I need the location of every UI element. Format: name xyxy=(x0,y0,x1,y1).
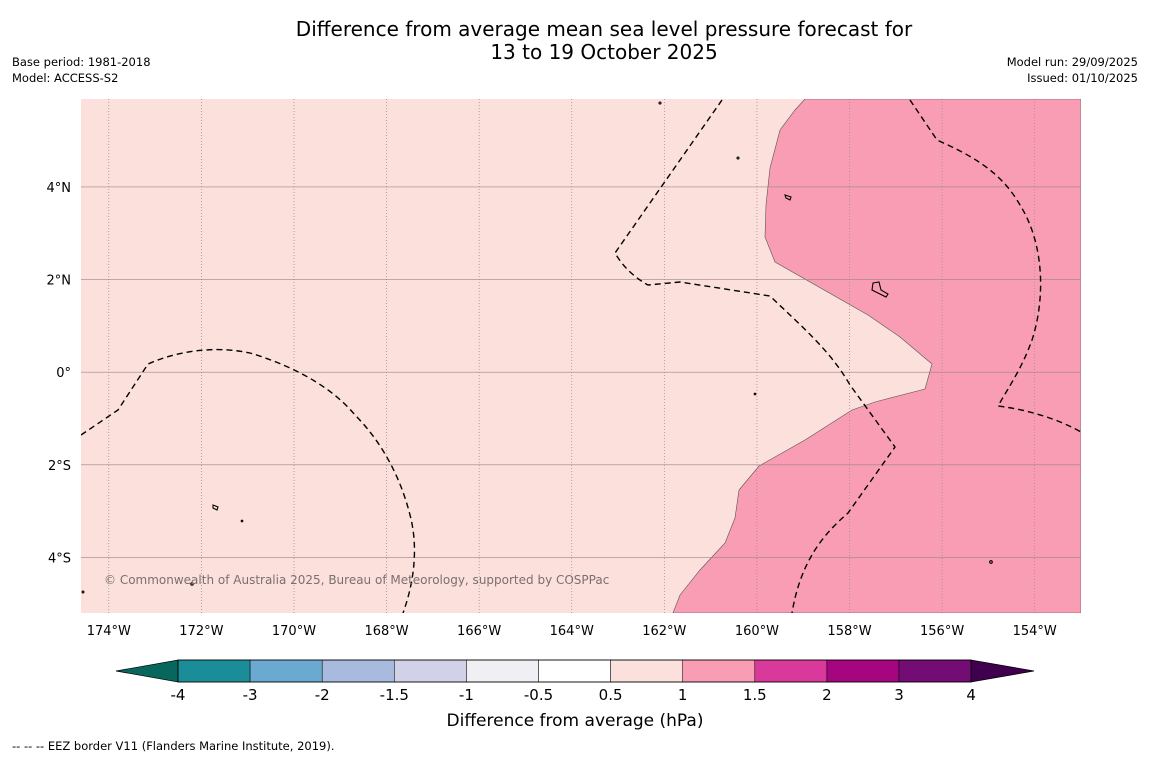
longitude-label: 174°W xyxy=(87,624,131,639)
longitude-label: 162°W xyxy=(642,624,686,639)
island-outline xyxy=(190,582,194,586)
colorbar-segment xyxy=(394,659,467,683)
eez-legend-footnote: -- -- -- EEZ border V11 (Flanders Marine… xyxy=(12,739,335,753)
latitude-label: 0° xyxy=(56,366,71,381)
longitude-label: 154°W xyxy=(1013,624,1057,639)
colorbar-tick-label: 2 xyxy=(822,686,832,704)
latitude-label: 4°N xyxy=(47,181,72,196)
eez-borders xyxy=(81,99,1081,613)
latitude-label: 4°S xyxy=(48,551,71,566)
colorbar-tick-label: -3 xyxy=(243,686,258,704)
longitude-label: 172°W xyxy=(179,624,223,639)
colorbar-segment xyxy=(826,659,900,683)
colorbar-tick-label: 1.5 xyxy=(743,686,767,704)
colorbar-tick-label: -2 xyxy=(315,686,330,704)
longitude-label: 160°W xyxy=(735,624,779,639)
colorbar-segment xyxy=(177,659,251,683)
longitude-label: 170°W xyxy=(272,624,316,639)
colorbar-tick-label: 3 xyxy=(894,686,904,704)
colorbar-segment xyxy=(466,659,539,683)
eez-border-central xyxy=(614,99,896,613)
colorbar: -4 -3 -2 -1.5 -1 -0.5 0.5 1 1.5 2 3 4 xyxy=(115,659,1035,704)
island-outline xyxy=(784,194,792,201)
metadata-left: Base period: 1981-2018 Model: ACCESS-S2 xyxy=(12,54,151,86)
colorbar-tick-label: -1.5 xyxy=(380,686,409,704)
island-outline xyxy=(240,519,244,523)
model-run-text: Model run: 29/09/2025 xyxy=(1006,55,1138,69)
longitude-label: 164°W xyxy=(550,624,594,639)
colorbar-segment xyxy=(754,659,828,683)
longitude-label: 156°W xyxy=(920,624,964,639)
latitude-label: 2°N xyxy=(47,274,72,289)
title-line-1: Difference from average mean sea level p… xyxy=(295,17,913,41)
map-plot-area: © Commonwealth of Australia 2025, Bureau… xyxy=(81,99,1081,613)
island-outline xyxy=(871,281,889,298)
island-outline xyxy=(989,560,993,564)
graticule xyxy=(81,99,1081,613)
colorbar-outline xyxy=(177,659,972,683)
base-period-text: Base period: 1981-2018 xyxy=(12,55,151,69)
colorbar-segment xyxy=(682,659,756,683)
issued-text: Issued: 01/10/2025 xyxy=(1027,71,1138,85)
colorbar-tick-label: 0.5 xyxy=(599,686,623,704)
longitude-labels: 174°W 172°W 170°W 168°W 166°W 164°W 162°W 160°W… xyxy=(87,624,1057,639)
colorbar-tick-label: 1 xyxy=(678,686,688,704)
colorbar-extend-low xyxy=(115,659,179,683)
model-text: Model: ACCESS-S2 xyxy=(12,71,119,85)
longitude-label: 158°W xyxy=(827,624,871,639)
metadata-right: Model run: 29/09/2025 Issued: 01/10/2025 xyxy=(1007,54,1138,86)
islands xyxy=(81,101,993,594)
island-outline xyxy=(81,590,85,594)
island-outline xyxy=(212,504,219,511)
colorbar-segment xyxy=(898,659,972,683)
anomaly-1-to-1-5-region xyxy=(672,99,1081,613)
copyright-text: © Commonwealth of Australia 2025, Bureau… xyxy=(104,573,609,587)
longitude-label: 168°W xyxy=(364,624,408,639)
title-line-2: 13 to 19 October 2025 xyxy=(490,40,718,64)
colorbar-segment xyxy=(321,659,395,683)
eez-border-west xyxy=(81,348,416,613)
colorbar-extend-high xyxy=(970,659,1035,683)
latitude-labels: 4°N 2°N 0° 2°S 4°S xyxy=(47,181,72,566)
island-outline xyxy=(753,392,757,396)
colorbar-segment xyxy=(538,659,611,683)
longitude-label: 166°W xyxy=(457,624,501,639)
colorbar-tick-label: -1 xyxy=(459,686,474,704)
latitude-label: 2°S xyxy=(48,459,71,474)
island-outline xyxy=(736,156,740,160)
island-outline xyxy=(658,101,662,105)
colorbar-tick-label: 4 xyxy=(966,686,976,704)
colorbar-tick-label: -0.5 xyxy=(524,686,553,704)
colorbar-label: Difference from average (hPa) xyxy=(447,711,704,731)
eez-border-east xyxy=(909,99,1081,433)
colorbar-segment xyxy=(610,659,683,683)
colorbar-segment xyxy=(249,659,323,683)
colorbar-tick-label: -4 xyxy=(171,686,186,704)
map-title: Difference from average mean sea level p… xyxy=(200,18,1008,64)
